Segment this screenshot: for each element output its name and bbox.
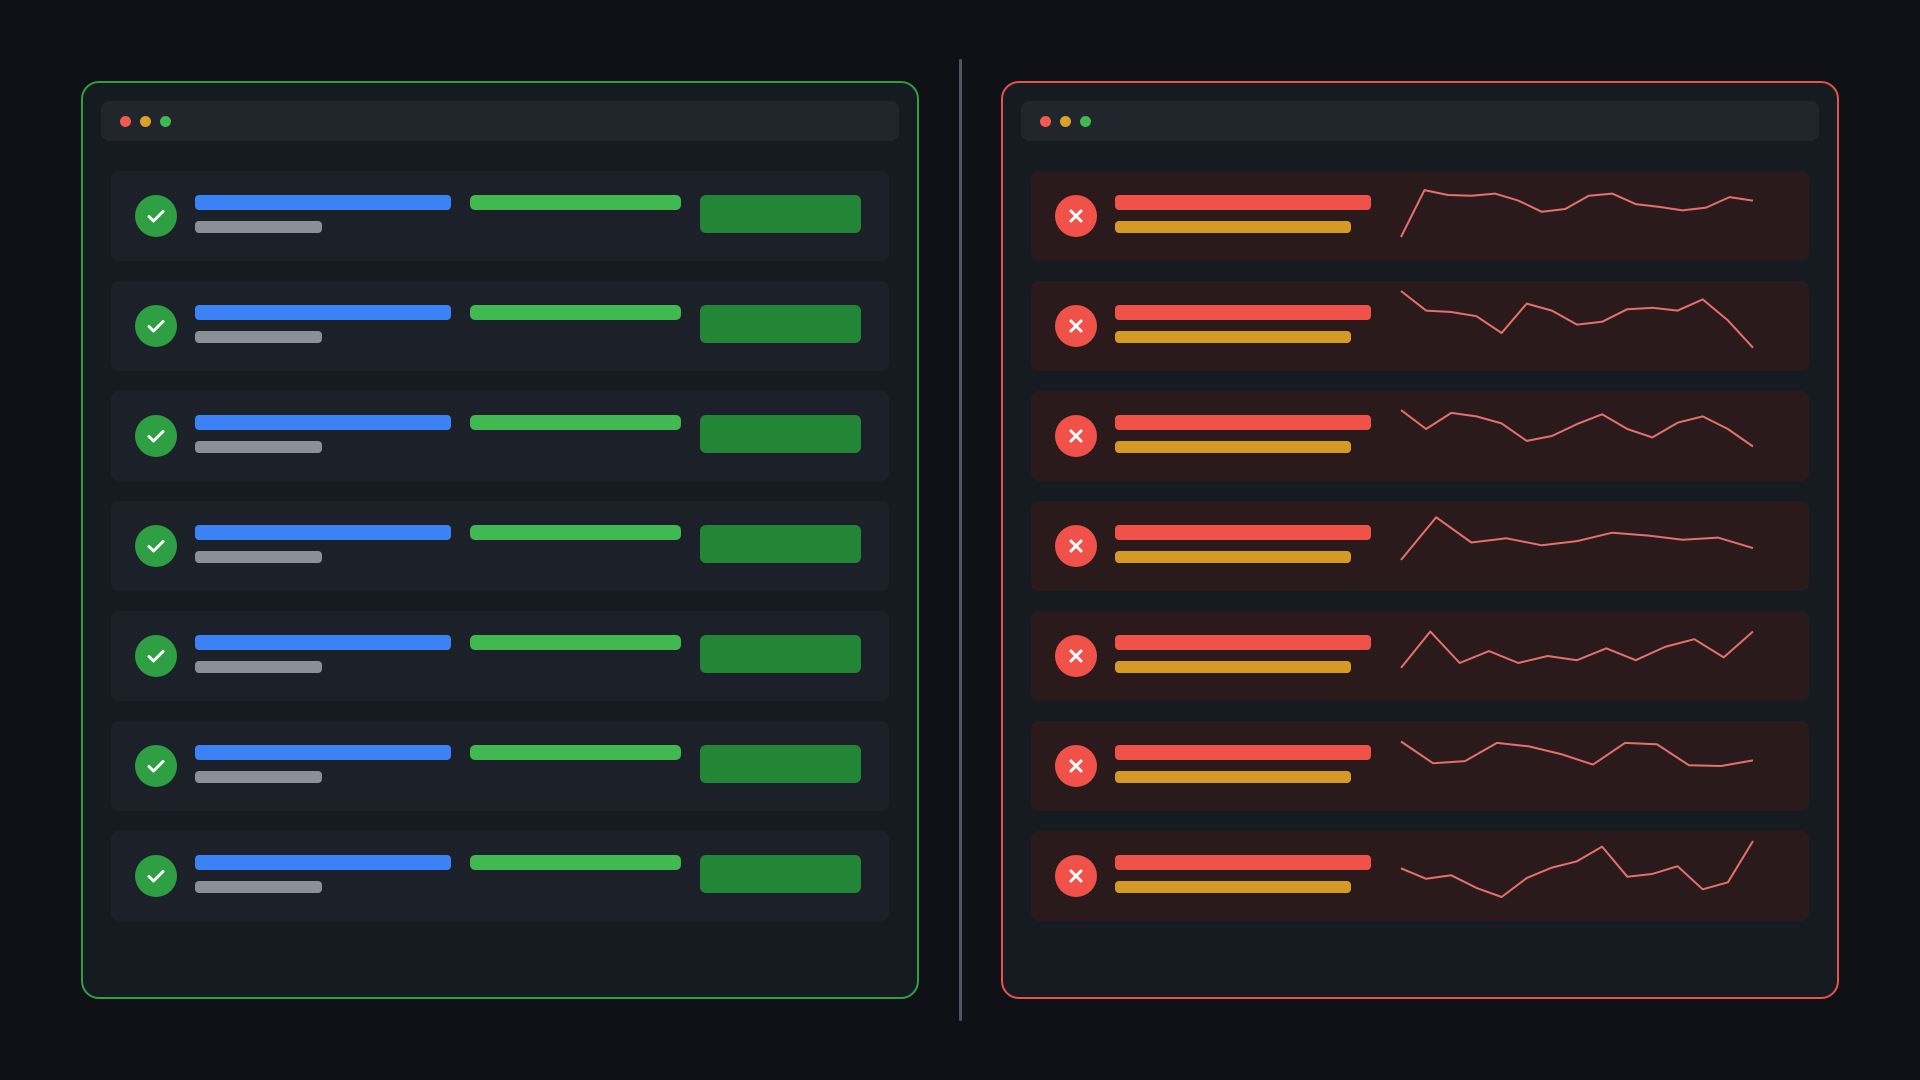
pass-row[interactable] bbox=[111, 281, 889, 371]
status-pill bbox=[470, 525, 681, 540]
sparkline-chart bbox=[1400, 740, 1754, 767]
item-title-placeholder bbox=[195, 635, 451, 650]
sparkline-series bbox=[1400, 516, 1754, 561]
item-title-placeholder bbox=[1115, 305, 1371, 320]
action-button[interactable] bbox=[700, 855, 861, 893]
check-circle-icon bbox=[135, 635, 177, 677]
item-subtitle-placeholder bbox=[195, 881, 322, 893]
item-subtitle-placeholder bbox=[195, 221, 322, 233]
item-title-placeholder bbox=[1115, 745, 1371, 760]
action-button[interactable] bbox=[700, 635, 861, 673]
item-subtitle-placeholder bbox=[1115, 771, 1351, 783]
fail-row[interactable] bbox=[1031, 831, 1809, 921]
status-pill bbox=[470, 195, 681, 210]
check-circle-icon bbox=[135, 525, 177, 567]
minimize-window-dot[interactable] bbox=[140, 116, 151, 127]
fail-row[interactable] bbox=[1031, 721, 1809, 811]
fail-row[interactable] bbox=[1031, 501, 1809, 591]
item-subtitle-placeholder bbox=[1115, 441, 1351, 453]
pass-window bbox=[81, 81, 919, 999]
status-pill bbox=[470, 305, 681, 320]
sparkline-series bbox=[1400, 840, 1754, 898]
item-subtitle-placeholder bbox=[1115, 881, 1351, 893]
item-subtitle-placeholder bbox=[195, 331, 322, 343]
fail-list bbox=[1031, 171, 1809, 941]
sparkline-series bbox=[1400, 189, 1754, 238]
item-subtitle-placeholder bbox=[195, 661, 322, 673]
fail-row[interactable] bbox=[1031, 171, 1809, 261]
action-button[interactable] bbox=[700, 745, 861, 783]
pass-row[interactable] bbox=[111, 171, 889, 261]
action-button[interactable] bbox=[700, 525, 861, 563]
x-circle-icon bbox=[1055, 855, 1097, 897]
maximize-window-dot[interactable] bbox=[160, 116, 171, 127]
sparkline-series bbox=[1400, 290, 1754, 349]
check-circle-icon bbox=[135, 195, 177, 237]
item-subtitle-placeholder bbox=[195, 551, 322, 563]
sparkline-series bbox=[1400, 630, 1754, 669]
fail-window bbox=[1001, 81, 1839, 999]
fail-row[interactable] bbox=[1031, 611, 1809, 701]
pass-row[interactable] bbox=[111, 831, 889, 921]
window-titlebar bbox=[101, 101, 899, 141]
check-circle-icon bbox=[135, 415, 177, 457]
item-subtitle-placeholder bbox=[1115, 551, 1351, 563]
sparkline-series bbox=[1400, 409, 1754, 448]
item-title-placeholder bbox=[195, 415, 451, 430]
close-window-dot[interactable] bbox=[1040, 116, 1051, 127]
item-subtitle-placeholder bbox=[1115, 221, 1351, 233]
item-title-placeholder bbox=[1115, 855, 1371, 870]
maximize-window-dot[interactable] bbox=[1080, 116, 1091, 127]
check-circle-icon bbox=[135, 745, 177, 787]
divider bbox=[959, 59, 962, 1021]
check-circle-icon bbox=[135, 855, 177, 897]
item-title-placeholder bbox=[195, 305, 451, 320]
sparkline-chart bbox=[1400, 516, 1754, 561]
item-title-placeholder bbox=[195, 195, 451, 210]
x-circle-icon bbox=[1055, 415, 1097, 457]
item-title-placeholder bbox=[1115, 415, 1371, 430]
sparkline-series bbox=[1400, 740, 1754, 767]
minimize-window-dot[interactable] bbox=[1060, 116, 1071, 127]
item-title-placeholder bbox=[1115, 195, 1371, 210]
status-pill bbox=[470, 415, 681, 430]
item-subtitle-placeholder bbox=[195, 441, 322, 453]
fail-row[interactable] bbox=[1031, 391, 1809, 481]
item-subtitle-placeholder bbox=[1115, 331, 1351, 343]
check-circle-icon bbox=[135, 305, 177, 347]
pass-row[interactable] bbox=[111, 721, 889, 811]
pass-list bbox=[111, 171, 889, 941]
item-title-placeholder bbox=[1115, 525, 1371, 540]
action-button[interactable] bbox=[700, 305, 861, 343]
sparkline-chart bbox=[1400, 189, 1754, 238]
item-title-placeholder bbox=[1115, 635, 1371, 650]
pass-row[interactable] bbox=[111, 391, 889, 481]
pass-row[interactable] bbox=[111, 611, 889, 701]
status-pill bbox=[470, 745, 681, 760]
close-window-dot[interactable] bbox=[120, 116, 131, 127]
item-subtitle-placeholder bbox=[195, 771, 322, 783]
action-button[interactable] bbox=[700, 415, 861, 453]
window-titlebar bbox=[1021, 101, 1819, 141]
sparkline-chart bbox=[1400, 630, 1754, 669]
x-circle-icon bbox=[1055, 745, 1097, 787]
status-pill bbox=[470, 855, 681, 870]
action-button[interactable] bbox=[700, 195, 861, 233]
sparkline-chart bbox=[1400, 840, 1754, 898]
sparkline-chart bbox=[1400, 290, 1754, 349]
sparkline-chart bbox=[1400, 409, 1754, 448]
x-circle-icon bbox=[1055, 635, 1097, 677]
status-pill bbox=[470, 635, 681, 650]
fail-row[interactable] bbox=[1031, 281, 1809, 371]
item-subtitle-placeholder bbox=[1115, 661, 1351, 673]
x-circle-icon bbox=[1055, 525, 1097, 567]
pass-row[interactable] bbox=[111, 501, 889, 591]
item-title-placeholder bbox=[195, 745, 451, 760]
item-title-placeholder bbox=[195, 525, 451, 540]
x-circle-icon bbox=[1055, 195, 1097, 237]
item-title-placeholder bbox=[195, 855, 451, 870]
x-circle-icon bbox=[1055, 305, 1097, 347]
